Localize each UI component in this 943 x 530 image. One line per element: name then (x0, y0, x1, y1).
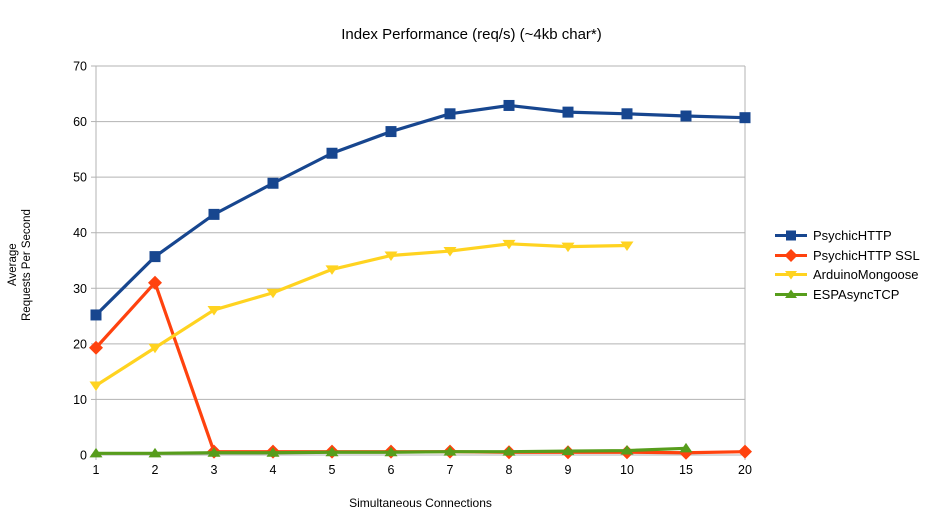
data-point-marker-psychichttp-ssl (89, 340, 103, 355)
x-tick-label: 3 (211, 463, 218, 477)
legend-marker-icon (775, 230, 807, 241)
data-point-marker-psychichttp (621, 108, 633, 120)
data-point-marker-psychichttp (267, 177, 279, 189)
data-point-marker-espasynctcp (207, 447, 221, 457)
legend-item-arduinomongoose: ArduinoMongoose (774, 265, 920, 285)
data-point-marker-espasynctcp (325, 446, 339, 457)
data-point-marker-arduinomongoose (443, 247, 457, 257)
data-point-marker-arduinomongoose (561, 242, 575, 253)
series-line-psychichttp-ssl (94, 281, 747, 455)
series-line-psychichttp (94, 103, 747, 317)
y-tick-label: 10 (73, 393, 87, 407)
x-tick-label: 2 (152, 463, 159, 477)
x-tick-label: 5 (329, 463, 336, 477)
data-point-marker-espasynctcp (443, 446, 457, 456)
y-tick-label: 0 (80, 449, 87, 463)
x-tick-label: 8 (506, 463, 513, 477)
data-point-marker-espasynctcp (561, 445, 575, 456)
data-point-marker-arduinomongoose (266, 288, 280, 299)
legend-label: PsychicHTTP (813, 228, 892, 244)
legend-marker-shape (784, 248, 798, 262)
series-line-arduinomongoose (94, 242, 629, 388)
legend-item-espasynctcp: ESPAsyncTCP (774, 285, 920, 305)
data-point-marker-arduinomongoose (384, 251, 398, 261)
legend-item-psychichttp: PsychicHTTP (774, 226, 920, 246)
data-point-marker-psychichttp (90, 309, 102, 321)
data-point-marker-psychichttp (326, 147, 338, 159)
data-point-marker-arduinomongoose (325, 265, 339, 275)
data-point-marker-espasynctcp (679, 442, 693, 453)
data-point-marker-psychichttp (385, 126, 397, 138)
legend-label: ArduinoMongoose (813, 267, 919, 283)
x-tick-label: 7 (447, 463, 454, 477)
legend-label: PsychicHTTP SSL (813, 247, 920, 263)
data-point-marker-psychichttp (444, 108, 456, 120)
legend-marker-icon (775, 289, 807, 299)
y-tick-label: 40 (73, 226, 87, 240)
data-point-marker-psychichttp (680, 110, 692, 122)
data-point-marker-espasynctcp (384, 446, 398, 457)
legend-item-psychichttp-ssl: PsychicHTTP SSL (774, 246, 920, 266)
data-point-marker-psychichttp-ssl (148, 275, 162, 290)
legend-label: ESPAsyncTCP (813, 287, 900, 303)
y-tick-label: 60 (73, 115, 87, 129)
y-tick-label: 70 (73, 60, 87, 74)
data-point-marker-psychichttp-ssl (738, 444, 752, 459)
data-point-marker-psychichttp (739, 112, 751, 124)
data-point-marker-arduinomongoose (148, 343, 162, 354)
legend: PsychicHTTP PsychicHTTP SSL ArduinoMongoos… (774, 226, 920, 304)
data-point-marker-arduinomongoose (502, 239, 516, 250)
x-tick-label: 6 (388, 463, 395, 477)
data-point-marker-espasynctcp (148, 447, 162, 458)
x-tick-label: 4 (270, 463, 277, 477)
x-tick-label: 1 (93, 463, 100, 477)
x-axis-title: Simultaneous Connections (349, 496, 492, 510)
legend-marker-icon (775, 271, 807, 280)
data-point-marker-psychichttp (149, 251, 161, 263)
data-point-marker-espasynctcp (620, 445, 634, 455)
data-point-marker-arduinomongoose (207, 305, 221, 316)
data-point-marker-espasynctcp (502, 446, 516, 456)
data-point-marker-psychichttp (562, 106, 574, 118)
data-point-marker-psychichttp (503, 99, 515, 111)
data-point-marker-espasynctcp (89, 447, 103, 458)
data-point-marker-espasynctcp (266, 447, 280, 457)
legend-marker-icon (775, 248, 807, 262)
data-point-marker-arduinomongoose (620, 241, 634, 251)
data-point-marker-psychichttp (208, 208, 220, 220)
chart-title: Index Performance (req/s) (~4kb char*) (341, 26, 602, 43)
x-tick-label: 15 (679, 463, 693, 477)
legend-marker-shape (786, 230, 796, 241)
legend-marker-shape (785, 271, 797, 280)
x-tick-label: 10 (620, 463, 634, 477)
y-tick-label: 20 (73, 337, 87, 351)
x-tick-label: 20 (738, 463, 752, 477)
data-point-marker-arduinomongoose (89, 381, 103, 392)
y-tick-label: 30 (73, 282, 87, 296)
x-tick-label: 9 (565, 463, 572, 477)
y-tick-label: 50 (73, 171, 87, 185)
legend-marker-shape (785, 289, 797, 299)
